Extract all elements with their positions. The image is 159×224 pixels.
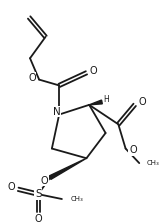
Text: O: O [28,73,36,83]
Text: O: O [138,97,146,107]
Text: O: O [90,66,98,76]
Text: CH₃: CH₃ [147,160,159,166]
Polygon shape [89,100,102,105]
Text: O: O [34,214,42,224]
Text: O: O [7,182,15,192]
Text: H: H [104,95,109,103]
Text: O: O [129,145,137,155]
Polygon shape [49,158,86,179]
Text: N: N [52,107,60,117]
Text: S: S [35,189,41,199]
Text: CH₃: CH₃ [71,196,84,202]
Text: O: O [41,176,48,185]
